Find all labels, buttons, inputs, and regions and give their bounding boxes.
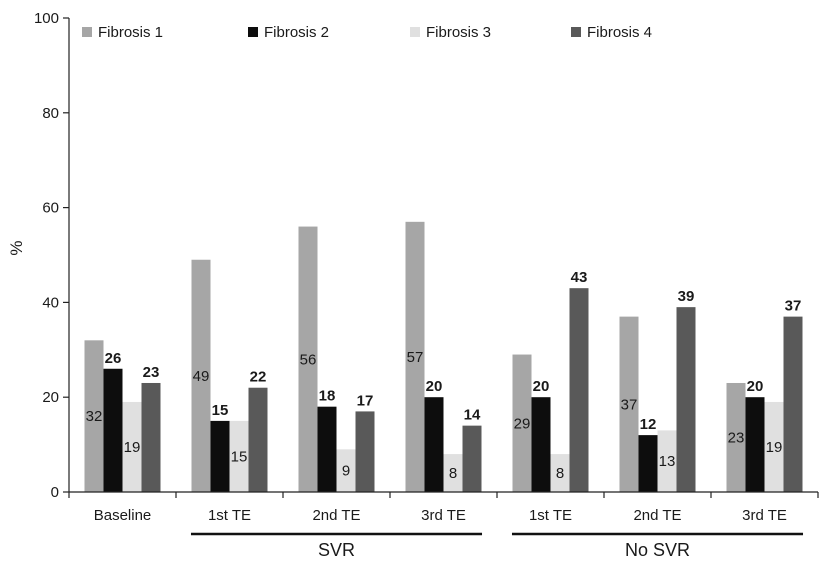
data-label: 20 [533, 378, 550, 395]
legend-swatch [248, 27, 258, 37]
legend-label: Fibrosis 3 [426, 24, 491, 41]
group-label: No SVR [625, 540, 690, 560]
bar [619, 316, 639, 492]
data-label: 13 [659, 453, 676, 470]
bar [103, 368, 123, 492]
data-label: 15 [231, 448, 248, 465]
y-tick-label: 80 [42, 105, 59, 122]
data-label: 15 [212, 402, 229, 419]
data-label: 22 [250, 369, 267, 386]
legend-swatch [571, 27, 581, 37]
data-label: 26 [105, 350, 122, 367]
bar [512, 354, 532, 492]
legend-swatch [82, 27, 92, 37]
bar [676, 307, 696, 492]
legend-label: Fibrosis 4 [587, 24, 652, 41]
bar [122, 401, 142, 492]
data-label: 23 [143, 364, 160, 381]
data-label: 18 [319, 388, 336, 405]
x-category-label: Baseline [94, 507, 152, 524]
bar [336, 449, 356, 492]
bar [745, 397, 765, 492]
bar [783, 316, 803, 492]
legend-swatch [410, 27, 420, 37]
data-label: 8 [449, 465, 457, 482]
y-axis-title: % [7, 240, 26, 255]
data-label: 32 [86, 408, 103, 425]
bar [764, 401, 784, 492]
x-category-label: 1st TE [208, 507, 251, 524]
legend-label: Fibrosis 1 [98, 24, 163, 41]
y-tick-label: 0 [51, 484, 59, 501]
bar [726, 382, 746, 492]
data-label: 14 [464, 407, 481, 424]
data-label: 39 [678, 288, 695, 305]
bar [531, 397, 551, 492]
data-label: 43 [571, 269, 588, 286]
x-axis: Baseline 1st TE 2nd TE 3rd TE 1st TE 2nd TE 3r… [68, 491, 819, 560]
data-label: 37 [785, 298, 802, 315]
x-category-label: 2nd TE [633, 507, 681, 524]
bar [657, 430, 677, 492]
data-label: 12 [640, 416, 657, 433]
bar [210, 420, 230, 492]
y-tick-label: 100 [34, 10, 59, 27]
bar [229, 420, 249, 492]
y-axis: 0 20 40 60 80 100 [34, 10, 70, 501]
bar [248, 387, 268, 492]
legend: Fibrosis 1 Fibrosis 2 Fibrosis 3 Fibrosis 4 [82, 24, 652, 41]
x-category-label: 3rd TE [421, 507, 466, 524]
group-label: SVR [318, 540, 355, 560]
bar [569, 288, 589, 492]
x-category-label: 3rd TE [742, 507, 787, 524]
y-tick-label: 60 [42, 200, 59, 217]
bar [424, 397, 444, 492]
data-label: 49 [193, 368, 210, 385]
data-label: 8 [556, 465, 564, 482]
y-tick-label: 40 [42, 294, 59, 311]
legend-label: Fibrosis 2 [264, 24, 329, 41]
x-category-label: 1st TE [529, 507, 572, 524]
data-label: 23 [728, 429, 745, 446]
bar [298, 226, 318, 492]
x-category-label: 2nd TE [312, 507, 360, 524]
bar [84, 340, 104, 492]
bar [405, 221, 425, 492]
data-label: 20 [747, 378, 764, 395]
data-label: 19 [124, 439, 141, 456]
data-label: 19 [766, 439, 783, 456]
bar [462, 425, 482, 492]
bar [141, 382, 161, 492]
data-label: 37 [621, 396, 638, 413]
data-label: 20 [426, 378, 443, 395]
bar [191, 259, 211, 492]
data-label: 17 [357, 392, 374, 409]
bar [550, 454, 570, 492]
data-label: 56 [300, 351, 317, 368]
bar [638, 435, 658, 492]
bar [443, 454, 463, 492]
y-tick-label: 20 [42, 389, 59, 406]
bar [317, 406, 337, 492]
data-label: 9 [342, 463, 350, 480]
data-label: 57 [407, 349, 424, 366]
data-label: 29 [514, 415, 531, 432]
bar [355, 411, 375, 492]
